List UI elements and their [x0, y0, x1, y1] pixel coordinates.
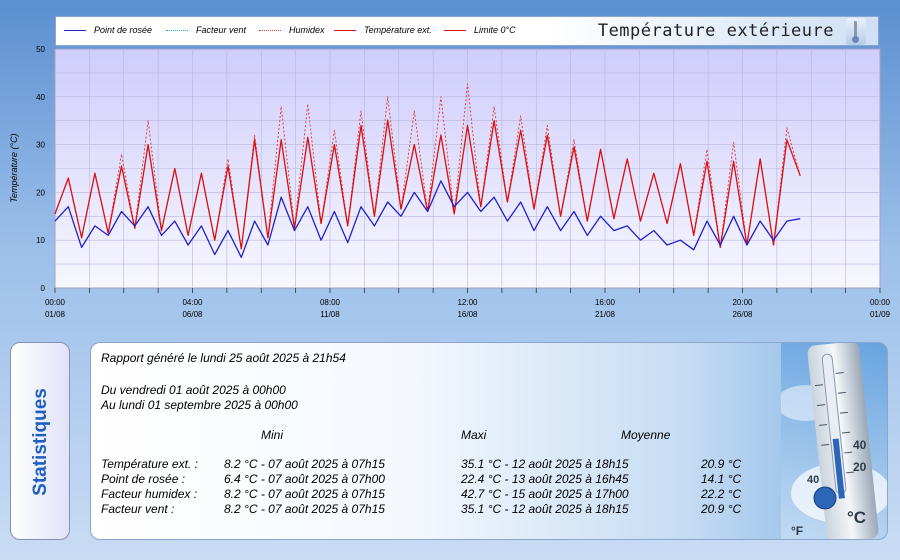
- legend-label: Humidex: [289, 25, 325, 35]
- row-avg: 20.9 °C: [701, 457, 742, 471]
- legend-label: Facteur vent: [196, 25, 247, 35]
- legend-item-humidex: Humidex: [259, 25, 325, 35]
- x-tick-time: 00:00: [45, 298, 66, 307]
- y-axis-label: Température (°C): [9, 133, 19, 202]
- legend-swatch: [334, 30, 356, 32]
- x-tick-time: 20:00: [732, 298, 753, 307]
- x-tick-date: 01/08: [45, 310, 66, 319]
- x-tick-time: 04:00: [182, 298, 203, 307]
- stats-tab-label: Statistiques: [30, 388, 51, 496]
- row-maxi: 22.4 °C - 13 août 2025 à 16h45: [461, 472, 629, 486]
- row-label: Point de rosée :: [101, 472, 186, 486]
- header-moyenne: Moyenne: [621, 428, 671, 442]
- y-tick-label: 20: [36, 188, 45, 197]
- chart-legend: Point de rosée Facteur vent Humidex Temp…: [55, 16, 879, 46]
- chart-title: Température extérieure: [597, 21, 834, 41]
- row-avg: 14.1 °C: [701, 472, 742, 486]
- row-mini: 8.2 °C - 07 août 2025 à 07h15: [224, 502, 385, 516]
- row-maxi: 42.7 °C - 15 août 2025 à 17h00: [461, 487, 629, 501]
- x-tick-time: 16:00: [595, 298, 616, 307]
- y-tick-label: 0: [41, 284, 46, 293]
- stats-panel: Rapport généré le lundi 25 août 2025 à 2…: [90, 342, 888, 540]
- row-mini: 8.2 °C - 07 août 2025 à 07h15: [224, 457, 385, 471]
- period-from: Du vendredi 01 août 2025 à 00h00: [101, 383, 286, 397]
- legend-swatch: [166, 30, 188, 32]
- thermometer-icon: [846, 18, 866, 45]
- series-line: [54, 180, 801, 259]
- x-tick-date: 01/09: [870, 310, 891, 319]
- x-tick-date: 11/08: [320, 310, 340, 319]
- row-label: Facteur humidex :: [101, 487, 198, 501]
- row-mini: 8.2 °C - 07 août 2025 à 07h15: [224, 487, 385, 501]
- x-tick-time: 00:00: [870, 298, 891, 307]
- x-tick-time: 08:00: [320, 298, 341, 307]
- legend-item-dew-point: Point de rosée: [64, 25, 152, 35]
- row-mini: 6.4 °C - 07 août 2025 à 07h00: [224, 472, 385, 486]
- y-axis: 0 10 20 30 40 50: [36, 45, 45, 293]
- x-tick-date: 21/08: [595, 310, 616, 319]
- row-avg: 20.9 °C: [701, 502, 742, 516]
- legend-swatch: [259, 30, 281, 32]
- thermometer-illustration: 40 20 40 °F °C: [781, 343, 887, 539]
- row-label: Température ext. :: [101, 457, 198, 471]
- y-tick-label: 40: [36, 93, 45, 102]
- header-maxi: Maxi: [461, 428, 487, 442]
- thermo-unit-f: °F: [791, 524, 803, 538]
- x-tick-time: 12:00: [457, 298, 478, 307]
- y-tick-label: 30: [36, 141, 45, 150]
- legend-item-wind-chill: Facteur vent: [166, 25, 246, 35]
- stats-tab: Statistiques: [10, 342, 70, 540]
- y-tick-label: 50: [36, 45, 45, 54]
- legend-item-outdoor-temp: Température ext.: [334, 25, 432, 35]
- legend-swatch: [64, 30, 86, 32]
- legend-item-zero-limit: Limite 0°C: [444, 25, 516, 35]
- chart-series: [54, 83, 801, 259]
- legend-label: Température ext.: [364, 25, 432, 35]
- row-label: Facteur vent :: [101, 502, 175, 516]
- legend-label: Point de rosée: [94, 25, 153, 35]
- y-tick-label: 10: [36, 236, 45, 245]
- thermo-unit-c: °C: [847, 508, 866, 527]
- period-to: Au lundi 01 septembre 2025 à 00h00: [101, 398, 298, 412]
- report-generated: Rapport généré le lundi 25 août 2025 à 2…: [101, 351, 346, 365]
- header-mini: Mini: [261, 428, 284, 442]
- x-axis: 00:00 01/08 04:00 06/08 08:00 11/08 12:00 16/08…: [45, 288, 891, 319]
- row-maxi: 35.1 °C - 12 août 2025 à 18h15: [461, 502, 629, 516]
- x-tick-date: 06/08: [182, 310, 203, 319]
- x-tick-date: 26/08: [732, 310, 753, 319]
- thermo-tick-label: 40: [807, 474, 819, 486]
- temperature-chart: 0 10 20 30 40 50 00:00 01/08 04:00 06/08 08:00 11/…: [9, 45, 891, 319]
- thermo-tick-label: 20: [853, 460, 867, 474]
- row-avg: 22.2 °C: [701, 487, 742, 501]
- row-maxi: 35.1 °C - 12 août 2025 à 18h15: [461, 457, 629, 471]
- legend-swatch: [444, 30, 466, 32]
- x-tick-date: 16/08: [457, 310, 478, 319]
- legend-label: Limite 0°C: [474, 25, 516, 35]
- thermo-tick-label: 40: [853, 438, 867, 452]
